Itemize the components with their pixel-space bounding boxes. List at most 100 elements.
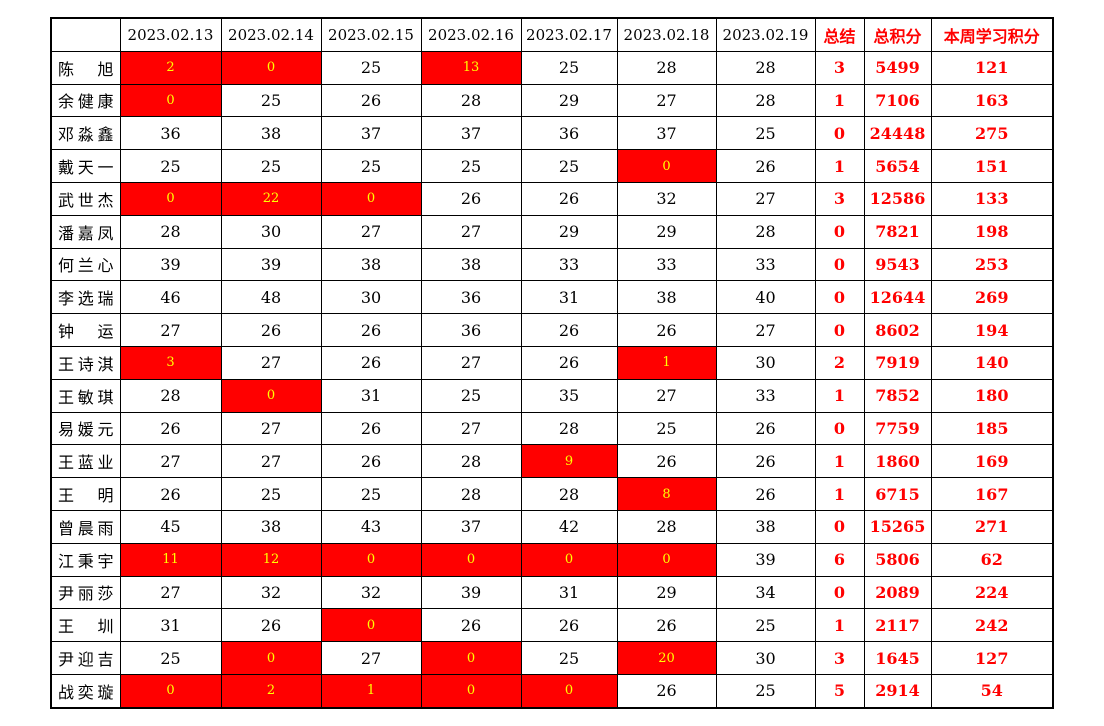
score-cell: 27 <box>715 313 816 347</box>
total-points-cell: 5499 <box>863 50 932 85</box>
student-name-cell: 王 明 <box>50 477 121 511</box>
score-cell-highlighted: 13 <box>420 50 522 85</box>
score-cell-highlighted: 0 <box>320 181 422 216</box>
score-cell: 27 <box>420 345 522 380</box>
student-name-cell: 邓淼鑫 <box>50 116 121 151</box>
score-cell: 34 <box>715 575 816 610</box>
table-row: 陈 旭 2 0 25 13 25 28 28 3 5499 121 <box>50 50 1054 85</box>
header-row: 2023.02.13 2023.02.14 2023.02.15 2023.02.16… <box>50 17 1054 52</box>
total-points-cell: 24448 <box>863 116 932 151</box>
total-points-cell: 2914 <box>863 673 932 709</box>
student-name-cell: 江秉宇 <box>50 542 121 577</box>
score-cell: 27 <box>119 444 222 479</box>
date-column-header: 2023.02.19 <box>715 17 816 52</box>
score-cell: 26 <box>320 411 422 446</box>
date-column-header: 2023.02.18 <box>616 17 717 52</box>
score-cell: 25 <box>520 50 618 85</box>
score-cell: 31 <box>320 378 422 413</box>
score-cell: 32 <box>616 181 717 216</box>
score-cell: 25 <box>715 116 816 151</box>
summary-column-header: 本周学习积分 <box>930 17 1054 52</box>
score-cell-highlighted: 20 <box>616 641 717 675</box>
summary-cell: 3 <box>814 50 865 85</box>
table-row: 王诗淇 3 27 26 27 26 1 30 2 7919 140 <box>50 345 1054 380</box>
score-cell: 27 <box>220 411 322 446</box>
student-name-cell: 王敏琪 <box>50 378 121 413</box>
summary-cell: 0 <box>814 116 865 151</box>
student-name-cell: 尹迎吉 <box>50 641 121 675</box>
score-cell: 28 <box>520 477 618 511</box>
score-cell-highlighted: 0 <box>119 83 222 118</box>
score-cell: 33 <box>520 247 618 282</box>
score-cell: 30 <box>715 641 816 675</box>
total-points-cell: 2117 <box>863 608 932 643</box>
week-points-cell: 185 <box>930 411 1054 446</box>
summary-column-header: 总积分 <box>863 17 932 52</box>
score-cell: 25 <box>220 83 322 118</box>
score-cell: 33 <box>715 378 816 413</box>
score-cell: 27 <box>715 181 816 216</box>
score-cell-highlighted: 0 <box>220 641 322 675</box>
score-cell: 26 <box>520 608 618 643</box>
score-cell-highlighted: 1 <box>320 673 422 709</box>
table-row: 王 明 26 25 25 28 28 8 26 1 6715 167 <box>50 477 1054 511</box>
score-cell-highlighted: 0 <box>119 181 222 216</box>
table-row: 易媛元 26 27 26 27 28 25 26 0 7759 185 <box>50 411 1054 446</box>
week-points-cell: 169 <box>930 444 1054 479</box>
summary-cell: 1 <box>814 149 865 183</box>
score-cell: 30 <box>320 280 422 315</box>
score-cell: 26 <box>616 444 717 479</box>
student-name-cell: 王诗淇 <box>50 345 121 380</box>
total-points-cell: 12586 <box>863 181 932 216</box>
score-cell-highlighted: 0 <box>320 608 422 643</box>
score-cell-highlighted: 12 <box>220 542 322 577</box>
score-cell-highlighted: 22 <box>220 181 322 216</box>
score-cell: 38 <box>715 509 816 544</box>
score-cell: 29 <box>520 214 618 249</box>
week-points-cell: 242 <box>930 608 1054 643</box>
student-name-cell: 李选瑞 <box>50 280 121 315</box>
score-cell: 25 <box>420 378 522 413</box>
student-name-cell: 陈 旭 <box>50 50 121 85</box>
score-cell-highlighted: 2 <box>220 673 322 709</box>
summary-cell: 1 <box>814 608 865 643</box>
score-cell: 27 <box>320 641 422 675</box>
score-cell: 31 <box>520 280 618 315</box>
summary-cell: 3 <box>814 641 865 675</box>
score-cell: 33 <box>715 247 816 282</box>
score-cell: 28 <box>420 444 522 479</box>
score-cell: 26 <box>616 673 717 709</box>
score-cell: 27 <box>220 345 322 380</box>
score-cell: 27 <box>420 214 522 249</box>
table-body: 陈 旭 2 0 25 13 25 28 28 3 5499 121 余健康 0 25 26 28 29 27 28 1… <box>50 50 1054 709</box>
score-cell: 48 <box>220 280 322 315</box>
score-cell: 36 <box>119 116 222 151</box>
student-name-cell: 曾晨雨 <box>50 509 121 544</box>
score-cell: 28 <box>420 83 522 118</box>
summary-cell: 2 <box>814 345 865 380</box>
score-cell: 26 <box>320 83 422 118</box>
score-cell-highlighted: 0 <box>220 50 322 85</box>
total-points-cell: 12644 <box>863 280 932 315</box>
week-points-cell: 198 <box>930 214 1054 249</box>
week-points-cell: 127 <box>930 641 1054 675</box>
score-cell: 26 <box>119 411 222 446</box>
total-points-cell: 7821 <box>863 214 932 249</box>
score-cell-highlighted: 0 <box>420 673 522 709</box>
score-cell: 38 <box>220 116 322 151</box>
score-cell: 25 <box>119 641 222 675</box>
score-cell: 28 <box>715 50 816 85</box>
score-cell-highlighted: 8 <box>616 477 717 511</box>
total-points-cell: 7759 <box>863 411 932 446</box>
table-row: 王蓝业 27 27 26 28 9 26 26 1 1860 169 <box>50 444 1054 479</box>
score-cell: 30 <box>220 214 322 249</box>
score-cell: 27 <box>119 575 222 610</box>
total-points-cell: 5806 <box>863 542 932 577</box>
score-cell: 26 <box>420 608 522 643</box>
score-cell-highlighted: 0 <box>520 673 618 709</box>
score-cell: 28 <box>616 509 717 544</box>
score-cell: 25 <box>715 673 816 709</box>
score-cell: 26 <box>420 181 522 216</box>
table-row: 战奕璇 0 2 1 0 0 26 25 5 2914 54 <box>50 673 1054 709</box>
total-points-cell: 7852 <box>863 378 932 413</box>
